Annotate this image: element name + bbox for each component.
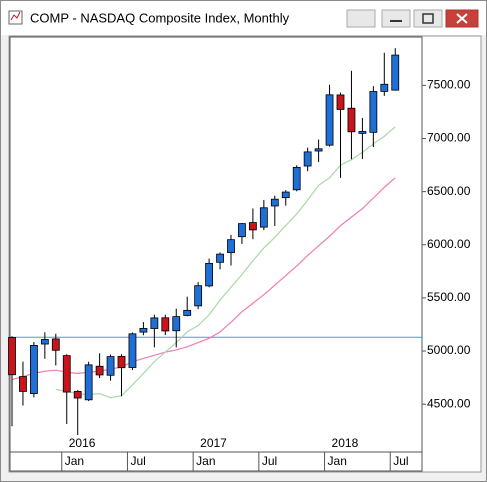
candle-body xyxy=(380,83,389,92)
candle-body xyxy=(347,107,356,133)
month-label: Jul xyxy=(262,454,277,468)
candle-body xyxy=(19,376,27,392)
candle-body xyxy=(292,166,301,191)
minimize-button[interactable] xyxy=(381,9,411,28)
window-title: COMP - NASDAQ Composite Index, Monthly xyxy=(30,10,290,25)
candle-body xyxy=(29,345,38,394)
candle-body xyxy=(106,356,115,376)
candle-body xyxy=(62,355,71,393)
candle-body xyxy=(139,328,148,333)
y-tick-label: 7000.00 xyxy=(427,131,471,145)
candle-body xyxy=(205,262,214,287)
candle-body xyxy=(369,91,378,133)
candle-body xyxy=(161,317,170,332)
candle-body xyxy=(270,198,279,207)
candle-body xyxy=(325,94,334,146)
candle-body xyxy=(391,54,400,91)
candle-body xyxy=(259,207,268,228)
y-tick-label: 7500.00 xyxy=(427,78,471,92)
candle-body xyxy=(303,151,312,167)
y-tick-label: 4500.00 xyxy=(427,396,471,410)
window-icon-glyph xyxy=(10,11,21,21)
month-axis xyxy=(9,451,423,472)
year-label: 2018 xyxy=(332,436,359,450)
plot-area xyxy=(9,36,423,453)
candle-body xyxy=(248,222,257,231)
candle-body xyxy=(8,337,16,376)
candle-body xyxy=(51,338,60,351)
long-moving-average xyxy=(11,177,396,381)
candle-body xyxy=(95,365,104,376)
candle-body xyxy=(358,131,367,134)
link-button[interactable] xyxy=(346,9,376,28)
candle-body xyxy=(194,285,203,307)
month-label: Jul xyxy=(130,454,145,468)
month-label: Jul xyxy=(393,454,408,468)
candle-body xyxy=(183,309,192,316)
maximize-glyph xyxy=(422,13,434,24)
candle-body xyxy=(216,253,224,263)
candle-body xyxy=(172,316,181,332)
candle-body xyxy=(128,333,137,368)
maximize-button[interactable] xyxy=(413,9,443,28)
candle-body xyxy=(84,364,93,401)
year-label: 2017 xyxy=(200,436,227,450)
y-tick-label: 6500.00 xyxy=(427,184,471,198)
y-tick-label: 5500.00 xyxy=(427,290,471,304)
candle-body xyxy=(314,148,323,152)
candle-body xyxy=(238,223,246,238)
close-glyph xyxy=(456,13,468,24)
candle-body xyxy=(227,239,235,254)
candle-body xyxy=(117,355,126,369)
candle-body xyxy=(150,317,159,329)
year-label: 2016 xyxy=(69,436,96,450)
month-label: Jan xyxy=(328,454,347,468)
y-tick-label: 6000.00 xyxy=(427,237,471,251)
month-label: Jan xyxy=(196,454,215,468)
y-tick-label: 5000.00 xyxy=(427,343,471,357)
candle-body xyxy=(336,94,345,110)
candle-body xyxy=(40,339,49,345)
month-label: Jan xyxy=(65,454,84,468)
candle-body xyxy=(281,191,290,199)
short-moving-average xyxy=(55,126,396,399)
candle-body xyxy=(73,391,82,399)
